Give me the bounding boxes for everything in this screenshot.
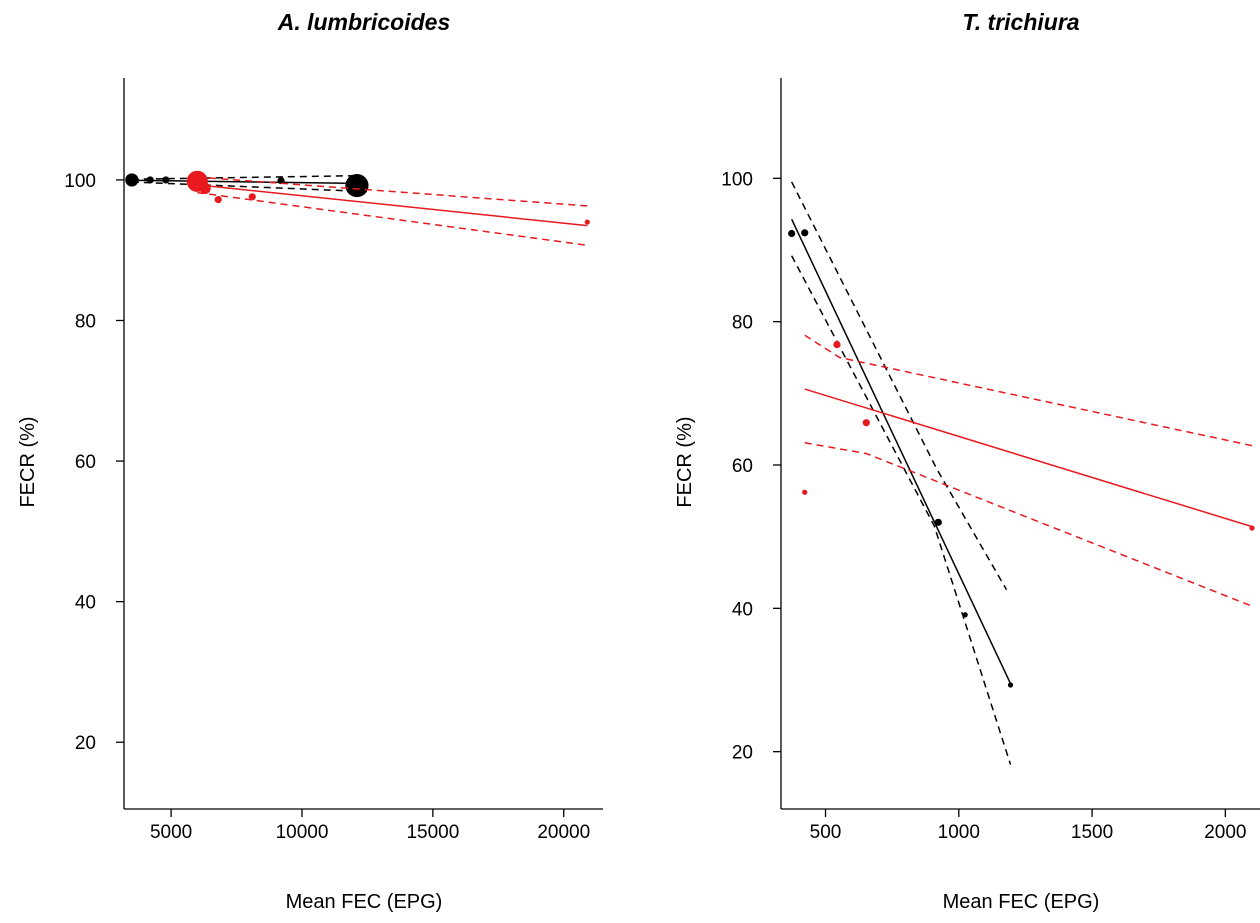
series-0-ci-upper-line [790, 181, 1008, 591]
x-tick-label: 2000 [1204, 822, 1246, 843]
chart-title: A. lumbricoides [277, 9, 451, 35]
y-tick-label: 40 [732, 599, 753, 620]
y-axis-label: FECR (%) [674, 416, 696, 507]
panel-a-lumbricoides: A. lumbricoides Mean FEC (EPG) FECR (%) … [17, 9, 603, 913]
y-tick-label: 80 [75, 311, 96, 332]
x-axis-label: Mean FEC (EPG) [943, 891, 1100, 913]
series-0-point [125, 173, 139, 187]
series-1-point [214, 195, 222, 204]
series-1-fit-line [804, 388, 1253, 528]
series-0-point [801, 229, 809, 237]
series-0-point [277, 177, 285, 185]
y-tick-label: 80 [732, 313, 753, 334]
series-0-point [345, 173, 369, 198]
x-tick-label: 5000 [150, 822, 192, 843]
series-1-ci-upper-line [197, 176, 588, 207]
series-0-ci-upper-line [131, 174, 357, 180]
series-0-point [1007, 682, 1014, 688]
panel-t-trichiura: T. trichiura Mean FEC (EPG) FECR (%) 20 4… [674, 9, 1260, 913]
chart-title: T. trichiura [962, 9, 1079, 35]
series-0-ci-lower-line [131, 181, 357, 192]
series-0-fit-line [790, 218, 1012, 684]
series-0-ci-lower-line [790, 255, 1012, 765]
x-tick-label: 500 [810, 822, 842, 843]
series-1-point [199, 182, 211, 194]
x-tick-label: 1500 [1071, 822, 1113, 843]
series-0-point [146, 176, 154, 184]
series-1-fit-line [197, 184, 588, 227]
y-axis-label: FECR (%) [17, 416, 39, 507]
series-0-point [934, 518, 942, 526]
series-0-point [162, 176, 170, 184]
x-tick-label: 1000 [938, 822, 980, 843]
series-1-point [248, 193, 256, 201]
y-tick-label: 100 [64, 171, 96, 192]
series-1-point [584, 219, 590, 225]
y-tick-label: 40 [75, 593, 96, 614]
x-axis-label: Mean FEC (EPG) [286, 891, 443, 913]
series-1-point [1249, 525, 1255, 531]
y-tick-label: 20 [732, 743, 753, 764]
series-0-point [788, 229, 796, 238]
y-tick-label: 60 [732, 456, 753, 477]
y-tick-label: 60 [75, 452, 96, 473]
series-1-point [833, 341, 841, 349]
series-1-ci-lower-line [804, 442, 1253, 607]
x-tick-label: 10000 [276, 822, 329, 843]
series-1-ci-upper-line [804, 334, 1253, 447]
series-1-point [862, 419, 870, 427]
x-tick-label: 20000 [537, 822, 590, 843]
x-tick-label: 15000 [406, 822, 459, 843]
series-0-point [962, 612, 968, 618]
y-tick-label: 20 [75, 733, 96, 754]
series-1-point [802, 489, 808, 495]
y-tick-label: 100 [721, 169, 753, 190]
series-1-ci-lower-line [197, 191, 588, 247]
